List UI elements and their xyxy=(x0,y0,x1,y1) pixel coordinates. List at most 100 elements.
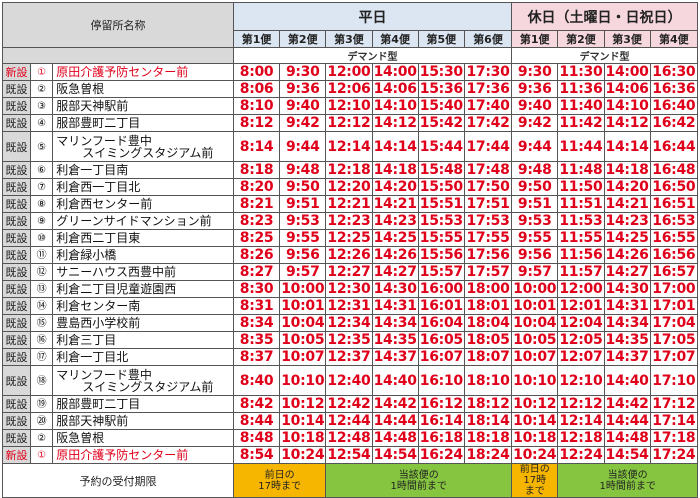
weekday-time-run-4: 14:54 xyxy=(371,446,419,464)
stop-number: ⑩ xyxy=(37,233,47,244)
weekday-time-run-4: 14:40 xyxy=(371,365,419,396)
table-row: 既設 ⑲ 服部豊町二丁目 8:42 10:12 12:42 14:42 16:12 18:12 1… xyxy=(1,395,699,413)
weekday-time-run-6: 17:40 xyxy=(463,97,513,115)
weekday-time-run-2: 10:18 xyxy=(279,429,327,447)
weekday-time-run-3: 12:27 xyxy=(325,263,373,281)
holiday-run-2: 第2便 xyxy=(557,30,605,48)
holiday-time-run-2: 12:14 xyxy=(557,412,605,430)
weekday-time-run-2: 9:57 xyxy=(279,263,327,281)
weekday-header: 平日 xyxy=(232,2,513,31)
holiday-time-run-3: 14:10 xyxy=(603,97,651,115)
weekday-time-run-4: 14:14 xyxy=(371,131,419,162)
stop-number-cell: ⑬ xyxy=(30,280,54,298)
stop-name: 利倉緑小橋 xyxy=(52,246,234,264)
holiday-time-run-3: 14:25 xyxy=(603,229,651,247)
stop-number-cell: ⑳ xyxy=(30,412,54,430)
table-row: 既設 ② 阪急曽根 8:06 9:36 12:06 14:06 15:36 17:36 9:36 1… xyxy=(1,80,699,98)
stop-number-cell: ⑲ xyxy=(30,395,54,413)
table-row: 既設 ⑦ 利倉西一丁目北 8:20 9:50 12:20 14:20 15:50 17:50 9:… xyxy=(1,178,699,196)
weekday-rest-deadline: 当該便の 1時間前まで xyxy=(325,463,513,498)
holiday-time-run-3: 14:12 xyxy=(603,114,651,132)
weekday-time-run-4: 14:18 xyxy=(371,161,419,179)
weekday-time-run-1: 8:42 xyxy=(232,395,281,413)
weekday-time-run-1: 8:27 xyxy=(232,263,281,281)
holiday-time-run-4: 16:40 xyxy=(649,97,699,115)
weekday-time-run-5: 16:14 xyxy=(417,412,465,430)
holiday-time-run-1: 10:12 xyxy=(511,395,559,413)
holiday-time-run-3: 14:48 xyxy=(603,429,651,447)
holiday-time-run-2: 11:50 xyxy=(557,178,605,196)
weekday-time-run-1: 8:35 xyxy=(232,331,281,349)
stop-name-line1: 阪急曽根 xyxy=(56,431,105,445)
stop-name: 利倉西一丁目北 xyxy=(52,178,234,196)
weekday-time-run-6: 18:12 xyxy=(463,395,513,413)
weekday-time-run-2: 9:42 xyxy=(279,114,327,132)
stop-number: ③ xyxy=(37,101,47,112)
stop-name: 利倉二丁目児童遊園西 xyxy=(52,280,234,298)
stop-name: グリーンサイドマンション前 xyxy=(52,212,234,230)
stop-name-line1: 利倉三丁目 xyxy=(56,333,117,347)
stop-number-cell: ⑮ xyxy=(30,314,54,332)
stop-number-cell: ① xyxy=(30,446,54,464)
table-row: 既設 ⑱ マリンフード豊中 スイミングスタジアム前 8:40 10:10 12:40 14:4… xyxy=(1,365,699,396)
stop-name-line1: 服部天神駅前 xyxy=(56,99,129,113)
stop-status: 既設 xyxy=(1,280,32,298)
stop-number: ④ xyxy=(37,118,47,129)
stop-name-line1: 服部豊町二丁目 xyxy=(56,116,141,130)
holiday-time-run-4: 17:14 xyxy=(649,412,699,430)
stop-name-line1: マリンフード豊中 xyxy=(56,367,152,382)
holiday-time-run-2: 12:07 xyxy=(557,348,605,366)
stop-number: ⑳ xyxy=(36,416,47,427)
holiday-time-run-4: 16:55 xyxy=(649,229,699,247)
stop-name: 服部豊町二丁目 xyxy=(52,114,234,132)
holiday-first-deadline-text: 前日の 17時 まで xyxy=(519,464,550,497)
weekday-time-run-1: 8:10 xyxy=(232,97,281,115)
stop-name: 利倉一丁目北 xyxy=(52,348,234,366)
weekday-time-run-3: 12:00 xyxy=(325,63,373,81)
table-row: 既設 ⑯ 利倉三丁目 8:35 10:05 12:35 14:35 16:05 18:05 10:… xyxy=(1,331,699,349)
stop-number-cell: ⑱ xyxy=(30,365,54,396)
stop-number: ⑦ xyxy=(37,182,47,193)
weekday-time-run-3: 12:31 xyxy=(325,297,373,315)
holiday-time-run-1: 9:42 xyxy=(511,114,559,132)
stop-name-line1: 利倉センター南 xyxy=(56,299,141,313)
weekday-time-run-5: 15:42 xyxy=(417,114,465,132)
holiday-demand-label: デマンド型 xyxy=(511,47,698,64)
holiday-time-run-4: 17:01 xyxy=(649,297,699,315)
weekday-time-run-6: 18:00 xyxy=(463,280,513,298)
weekday-time-run-4: 14:34 xyxy=(371,314,419,332)
holiday-time-run-2: 11:53 xyxy=(557,212,605,230)
weekday-time-run-4: 14:31 xyxy=(371,297,419,315)
stop-name-line1: 利倉西一丁目北 xyxy=(56,180,141,194)
stop-number-cell: ⑨ xyxy=(30,212,54,230)
holiday-rest-deadline-text: 当該便の 1時間前まで xyxy=(599,469,656,492)
weekday-time-run-1: 8:06 xyxy=(232,80,281,98)
stop-name-line1: 利倉一丁目北 xyxy=(56,350,129,364)
stop-number: ⑯ xyxy=(36,335,47,346)
holiday-time-run-2: 11:40 xyxy=(557,97,605,115)
stop-name-line1: 利倉二丁目児童遊園西 xyxy=(56,282,177,296)
holiday-time-run-2: 12:05 xyxy=(557,331,605,349)
holiday-time-run-3: 14:35 xyxy=(603,331,651,349)
holiday-time-run-1: 9:57 xyxy=(511,263,559,281)
stop-name-line1: 利倉一丁目南 xyxy=(56,163,129,177)
weekday-time-run-5: 16:18 xyxy=(417,429,465,447)
weekday-time-run-1: 8:54 xyxy=(232,446,281,464)
table-row: 既設 ④ 服部豊町二丁目 8:12 9:42 12:12 14:12 15:42 17:42 9:… xyxy=(1,114,699,132)
weekday-time-run-5: 16:01 xyxy=(417,297,465,315)
weekday-time-run-2: 9:30 xyxy=(279,63,327,81)
weekday-time-run-4: 14:25 xyxy=(371,229,419,247)
table-row: 既設 ③ 服部天神駅前 8:10 9:40 12:10 14:10 15:40 17:40 9:4… xyxy=(1,97,699,115)
stop-status: 既設 xyxy=(1,429,32,447)
weekday-time-run-5: 16:05 xyxy=(417,331,465,349)
weekday-time-run-2: 10:05 xyxy=(279,331,327,349)
stop-number: ⑧ xyxy=(37,199,47,210)
stop-name: マリンフード豊中 スイミングスタジアム前 xyxy=(52,365,234,396)
weekday-time-run-1: 8:40 xyxy=(232,365,281,396)
holiday-time-run-4: 16:36 xyxy=(649,80,699,98)
holiday-time-run-4: 17:10 xyxy=(649,365,699,396)
table-row: 既設 ⑬ 利倉二丁目児童遊園西 8:30 10:00 12:30 14:30 16:00 18:… xyxy=(1,280,699,298)
weekday-time-run-3: 12:26 xyxy=(325,246,373,264)
holiday-time-run-4: 16:51 xyxy=(649,195,699,213)
